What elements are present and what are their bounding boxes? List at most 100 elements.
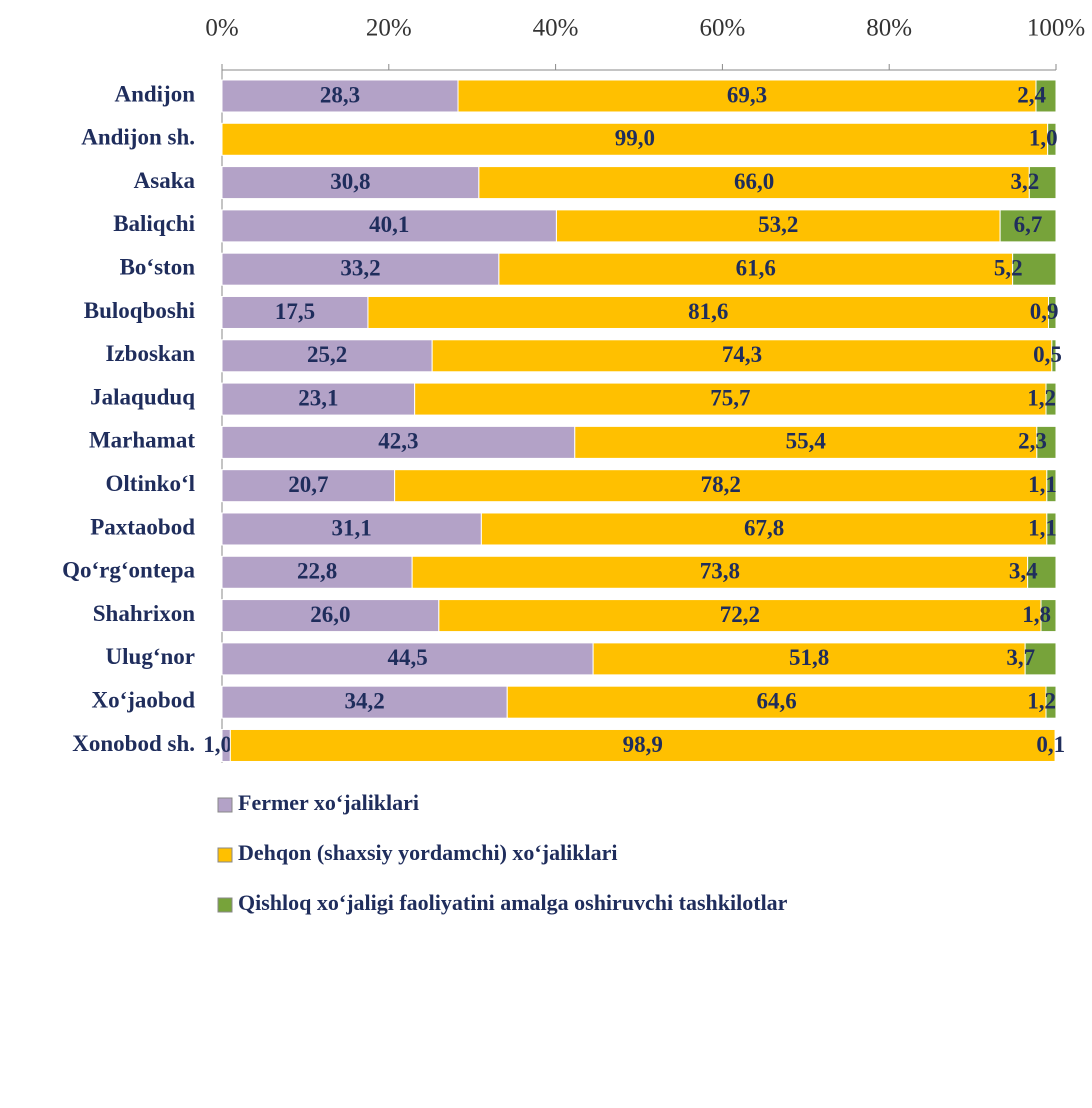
x-tick-label: 20% [366, 15, 412, 42]
data-label: 51,8 [789, 645, 829, 670]
bar-segment [221, 339, 433, 373]
data-label: 2,3 [1018, 429, 1047, 454]
bar-segment [592, 642, 1026, 676]
data-label: 28,3 [320, 82, 360, 107]
bar-segment [221, 512, 482, 546]
category-label: Buloqboshi [84, 298, 196, 323]
data-label: 40,1 [369, 212, 409, 237]
category-label: Baliqchi [113, 211, 195, 236]
legend-swatch [217, 897, 233, 913]
bar-segment [1046, 512, 1057, 546]
bar-segment [1051, 339, 1057, 373]
legend-swatch [217, 797, 233, 813]
bar-segment [1028, 166, 1057, 200]
bar-segment [498, 252, 1014, 286]
bar-segment [1024, 642, 1057, 676]
data-label: 33,2 [340, 255, 380, 280]
category-label: Ulug‘nor [106, 644, 195, 669]
bar-segment [1054, 728, 1057, 762]
data-label: 1,1 [1028, 472, 1057, 497]
bar-segment [414, 382, 1047, 416]
data-label: 3,7 [1006, 645, 1035, 670]
bar-segment [506, 685, 1047, 719]
category-label: Andijon [114, 81, 195, 106]
category-label: Asaka [134, 168, 196, 193]
data-label: 23,1 [298, 385, 338, 410]
bar-segment [221, 252, 500, 286]
x-tick-label: 60% [699, 15, 745, 42]
bar-segment [555, 209, 1001, 243]
data-label: 1,0 [203, 732, 232, 757]
bar-segment [1047, 122, 1057, 156]
category-label: Izboskan [106, 341, 196, 366]
data-label: 73,8 [700, 559, 740, 584]
bar-segment [221, 166, 480, 200]
data-label: 42,3 [378, 429, 418, 454]
category-label: Andijon sh. [81, 125, 195, 150]
bar-segment [221, 79, 459, 113]
data-label: 1,1 [1028, 515, 1057, 540]
category-label: Qo‘rg‘ontepa [62, 558, 195, 583]
data-label: 1,2 [1027, 688, 1056, 713]
data-label: 22,8 [297, 559, 337, 584]
data-label: 3,2 [1011, 169, 1040, 194]
data-label: 99,0 [615, 126, 655, 151]
data-label: 0,5 [1033, 342, 1062, 367]
bar-segment [221, 599, 440, 633]
data-label: 74,3 [722, 342, 762, 367]
bar-segment [1047, 295, 1057, 329]
data-label: 17,5 [275, 299, 315, 324]
category-label: Xonobod sh. [72, 731, 195, 756]
category-label: Oltinko‘l [106, 471, 195, 496]
bar-segment [394, 469, 1048, 503]
bar-segment [1036, 425, 1057, 459]
x-tick-label: 100% [1027, 15, 1085, 42]
bar-segment [229, 728, 1056, 762]
bar-segment [1045, 685, 1057, 719]
data-label: 98,9 [623, 732, 663, 757]
data-label: 5,2 [994, 255, 1023, 280]
data-label: 64,6 [756, 688, 796, 713]
data-label: 44,5 [387, 645, 427, 670]
x-tick-label: 40% [533, 15, 579, 42]
data-label: 53,2 [758, 212, 798, 237]
bar-segment [999, 209, 1057, 243]
x-tick-label: 80% [866, 15, 912, 42]
legend-label: Dehqon (shaxsiy yordamchi) xo‘jaliklari [238, 840, 618, 865]
data-label: 55,4 [786, 429, 827, 454]
bar-segment [480, 512, 1048, 546]
bar-segment [1035, 79, 1057, 113]
data-label: 30,8 [330, 169, 370, 194]
bar-segment [1012, 252, 1057, 286]
data-label: 78,2 [701, 472, 741, 497]
data-label: 67,8 [744, 515, 784, 540]
bar-segment [1046, 469, 1057, 503]
bar-segment [457, 79, 1037, 113]
data-label: 0,1 [1036, 732, 1065, 757]
bar-segment [1040, 599, 1057, 633]
data-label: 1,0 [1029, 126, 1058, 151]
legend-label: Fermer xo‘jaliklari [238, 790, 419, 815]
category-label: Shahrixon [93, 601, 195, 626]
data-label: 0,9 [1030, 299, 1059, 324]
data-label: 2,4 [1017, 82, 1046, 107]
data-label: 1,2 [1027, 385, 1056, 410]
data-label: 66,0 [734, 169, 774, 194]
data-label: 25,2 [307, 342, 347, 367]
data-label: 72,2 [720, 602, 760, 627]
legend-label: Qishloq xo‘jaligi faoliyatini amalga osh… [238, 890, 788, 915]
bar-segment [411, 555, 1029, 589]
legend-swatch [217, 847, 233, 863]
bar-segment [574, 425, 1038, 459]
category-label: Marhamat [89, 428, 195, 453]
category-label: Jalaquduq [90, 384, 195, 409]
data-label: 3,4 [1009, 559, 1038, 584]
bar-segment [221, 209, 557, 243]
bar-segment [438, 599, 1042, 633]
x-tick-label: 0% [205, 15, 238, 42]
bar-segment [221, 642, 594, 676]
bar-segment [1045, 382, 1057, 416]
bar-segment [431, 339, 1053, 373]
bar-segment [221, 425, 576, 459]
